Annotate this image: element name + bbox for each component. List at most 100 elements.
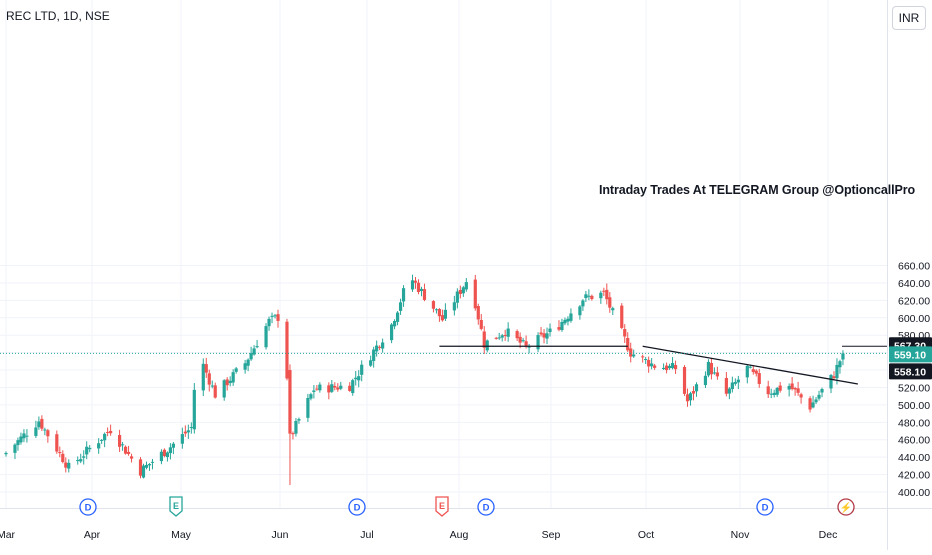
- candle-up: [461, 287, 465, 294]
- candle-up: [165, 452, 170, 458]
- candle-down: [757, 373, 761, 384]
- price-tick-label: 600.00: [898, 313, 930, 325]
- candle-up: [563, 319, 567, 324]
- candle-up: [351, 380, 355, 394]
- candle-up: [273, 315, 277, 317]
- candle-down: [629, 348, 633, 357]
- candle-up: [694, 384, 699, 392]
- dividend-icon: [79, 498, 97, 516]
- candle-up: [775, 387, 779, 395]
- candle-up: [189, 427, 193, 429]
- price-label: 559.10: [894, 349, 926, 361]
- currency-button[interactable]: INR: [892, 6, 926, 30]
- candle-down: [590, 295, 594, 300]
- candle-up: [398, 302, 403, 311]
- time-tick-label: Mar: [0, 529, 16, 541]
- candle-up: [381, 342, 385, 349]
- candle-down: [117, 435, 122, 447]
- candle-down: [766, 386, 770, 395]
- event-marker-dividend[interactable]: D: [79, 498, 97, 516]
- candle-down: [431, 301, 436, 309]
- candle-down: [336, 387, 340, 390]
- candle-down: [479, 320, 483, 329]
- candle-up: [670, 363, 675, 369]
- candle-down: [473, 279, 477, 309]
- event-letter: ⚡: [840, 501, 852, 514]
- candle-down: [682, 366, 687, 394]
- event-marker-split[interactable]: ⚡: [837, 498, 855, 516]
- event-marker-dividend[interactable]: D: [477, 498, 495, 516]
- candle-up: [294, 420, 298, 434]
- event-marker-dividend[interactable]: D: [756, 498, 774, 516]
- candle-down: [285, 321, 289, 379]
- candle-up: [536, 335, 540, 350]
- candle-up: [25, 435, 29, 437]
- candle-up: [201, 363, 205, 391]
- event-marker-dividend[interactable]: D: [348, 498, 366, 516]
- candle-down: [225, 379, 229, 386]
- candle-up: [37, 421, 41, 428]
- dividend-icon: [756, 498, 774, 516]
- price-tick-label: 620.00: [898, 295, 930, 307]
- candle-down: [437, 309, 442, 317]
- candle-up: [19, 436, 23, 443]
- candle-up: [745, 365, 749, 378]
- candle-up: [168, 447, 172, 454]
- candle-up: [231, 372, 235, 383]
- time-tick-label: Jun: [272, 529, 289, 541]
- candle-up: [34, 427, 38, 436]
- time-tick-label: Sep: [542, 529, 561, 541]
- candle-down: [213, 385, 217, 398]
- event-marker-earnings-past[interactable]: E: [169, 496, 183, 517]
- candle-down: [476, 306, 480, 320]
- candle-up: [16, 440, 20, 446]
- candle-up: [97, 443, 101, 449]
- candle-up: [144, 464, 149, 468]
- candle-down: [40, 418, 44, 429]
- candle-down: [61, 453, 65, 463]
- candle-up: [730, 382, 734, 390]
- time-tick-label: Apr: [84, 529, 101, 541]
- candle-down: [724, 378, 728, 394]
- candle-up: [811, 402, 815, 408]
- candle-up: [372, 349, 376, 361]
- price-tick-label: 440.00: [898, 452, 930, 464]
- events-layer: D E D E D D ⚡: [79, 496, 855, 517]
- candle-up: [650, 363, 654, 367]
- candle-up: [434, 309, 439, 311]
- candle-up: [787, 385, 791, 390]
- price-label-box: [889, 363, 932, 380]
- candle-down: [715, 372, 720, 377]
- candle-up: [662, 367, 666, 370]
- candle-up: [100, 439, 104, 441]
- price-tick-label: 460.00: [898, 435, 930, 447]
- candle-up: [706, 361, 711, 376]
- candle-up: [569, 313, 573, 321]
- candle-down: [494, 337, 498, 339]
- price-label: 558.10: [894, 366, 926, 378]
- candle-up: [644, 359, 648, 361]
- event-letter: D: [762, 503, 769, 514]
- candle-down: [55, 434, 59, 452]
- candle-down: [276, 314, 280, 321]
- event-letter: E: [439, 501, 445, 511]
- candle-down: [524, 341, 528, 346]
- candle-down: [673, 365, 678, 370]
- candle-up: [210, 385, 214, 387]
- candle-up: [120, 444, 125, 446]
- candle-up: [79, 459, 83, 462]
- candle-up: [769, 393, 773, 395]
- candle-up: [817, 394, 821, 399]
- candle-up: [560, 321, 564, 331]
- event-marker-earnings[interactable]: E: [435, 496, 449, 517]
- candle-up: [264, 326, 268, 348]
- candle-down: [416, 282, 421, 292]
- earnings-icon: [169, 496, 183, 517]
- candle-down: [653, 365, 657, 368]
- candle-up: [500, 335, 504, 338]
- candle-up: [67, 462, 71, 469]
- candle-up: [192, 389, 196, 430]
